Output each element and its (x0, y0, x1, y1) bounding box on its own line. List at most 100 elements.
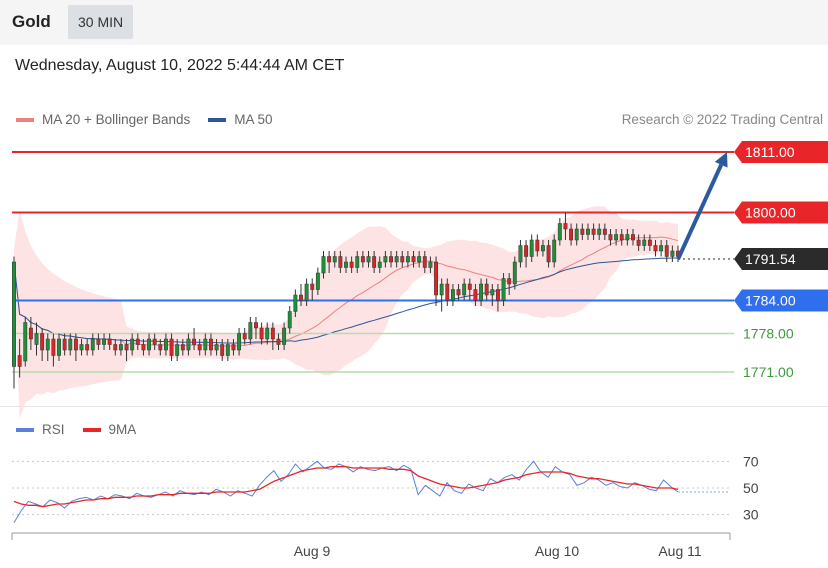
candle-body (372, 256, 377, 268)
candle-body (400, 256, 405, 263)
legend-label-rsi: RSI (42, 422, 65, 437)
interval-button[interactable]: 30 MIN (68, 5, 134, 39)
candle-body (276, 338, 281, 345)
candle-body (299, 294, 303, 301)
rsi-series-0 (13, 460, 679, 523)
candle (664, 240, 669, 262)
candle (270, 322, 275, 350)
candle-body (557, 223, 562, 241)
candle (163, 333, 168, 356)
candle (321, 251, 326, 279)
candle (124, 339, 129, 361)
candle-body (518, 245, 523, 263)
candle (625, 229, 630, 246)
candle (68, 333, 73, 356)
candle (366, 251, 371, 268)
candle-body (327, 256, 332, 263)
candle (574, 223, 579, 246)
candle (608, 229, 613, 246)
candle (552, 234, 557, 268)
candle (214, 339, 219, 356)
candle (507, 273, 512, 295)
candle-body (344, 261, 348, 268)
candle-body (135, 338, 140, 345)
candle (670, 245, 675, 262)
candle (231, 339, 236, 356)
candle-body (102, 338, 106, 345)
candle (254, 317, 258, 339)
candle (389, 251, 393, 268)
candle-body (73, 338, 78, 351)
candle-body (462, 283, 467, 296)
candle-body (28, 327, 33, 340)
candle-body (574, 228, 579, 241)
level-label-3: 1778.00 (743, 326, 794, 342)
candle (417, 251, 422, 268)
candle-body (614, 234, 619, 241)
candle-body (220, 344, 225, 356)
legend-item-9ma: 9MA (82, 422, 137, 437)
candle-body (287, 311, 292, 329)
candle (591, 223, 596, 240)
candle-body (23, 322, 28, 362)
candle (383, 251, 388, 268)
candle-body (192, 338, 197, 345)
candle-body (321, 256, 326, 274)
candle (28, 317, 33, 350)
candle (73, 333, 78, 361)
level-tag-2 (734, 289, 828, 312)
candle (152, 333, 157, 350)
forecast-arrow-head (714, 152, 728, 168)
candle-body (602, 228, 607, 235)
candle (220, 339, 225, 361)
legend-item-bollinger: MA 20 + Bollinger Bands (16, 112, 190, 127)
candle-body (597, 228, 602, 235)
candle (580, 223, 585, 240)
candle (141, 339, 146, 356)
rsi-series-1 (13, 466, 679, 508)
candle-body (653, 245, 658, 252)
candle (490, 284, 495, 306)
ma50-swatch-icon (208, 117, 227, 122)
candle-body (310, 283, 315, 290)
level-label-4: 1771.00 (743, 364, 794, 380)
ma9-swatch-icon (82, 427, 101, 432)
legend-label-9ma: 9MA (108, 422, 137, 437)
candle-body (495, 289, 500, 301)
candle-body (118, 344, 123, 351)
candle (293, 289, 298, 317)
candle-body (456, 289, 461, 296)
candle-body (445, 283, 450, 301)
candle (237, 328, 242, 356)
candle-body (17, 355, 22, 367)
candle (541, 240, 545, 257)
candle (299, 284, 303, 306)
candle-body (411, 256, 416, 263)
candle (113, 339, 118, 356)
candle-body (501, 278, 506, 301)
candle-body (484, 283, 489, 296)
candle (118, 339, 123, 356)
candle (349, 256, 354, 273)
candle-body (355, 256, 360, 268)
candle (259, 322, 264, 345)
candle-body (270, 327, 275, 340)
rsi-tick-label: 70 (743, 453, 759, 469)
candle (180, 339, 185, 356)
candle (631, 229, 635, 246)
candle-body (209, 338, 213, 351)
candle-body (625, 234, 630, 241)
candle-body (608, 234, 613, 241)
candle (344, 256, 348, 273)
instrument-name: Gold (12, 12, 51, 31)
candle-body (383, 256, 388, 263)
candle-body (580, 228, 585, 235)
candle (197, 339, 202, 356)
candle-body (631, 234, 635, 241)
candle-body (141, 344, 146, 351)
candle (495, 284, 500, 312)
candle (276, 333, 281, 350)
candle-body (12, 261, 16, 367)
candle (175, 339, 180, 361)
